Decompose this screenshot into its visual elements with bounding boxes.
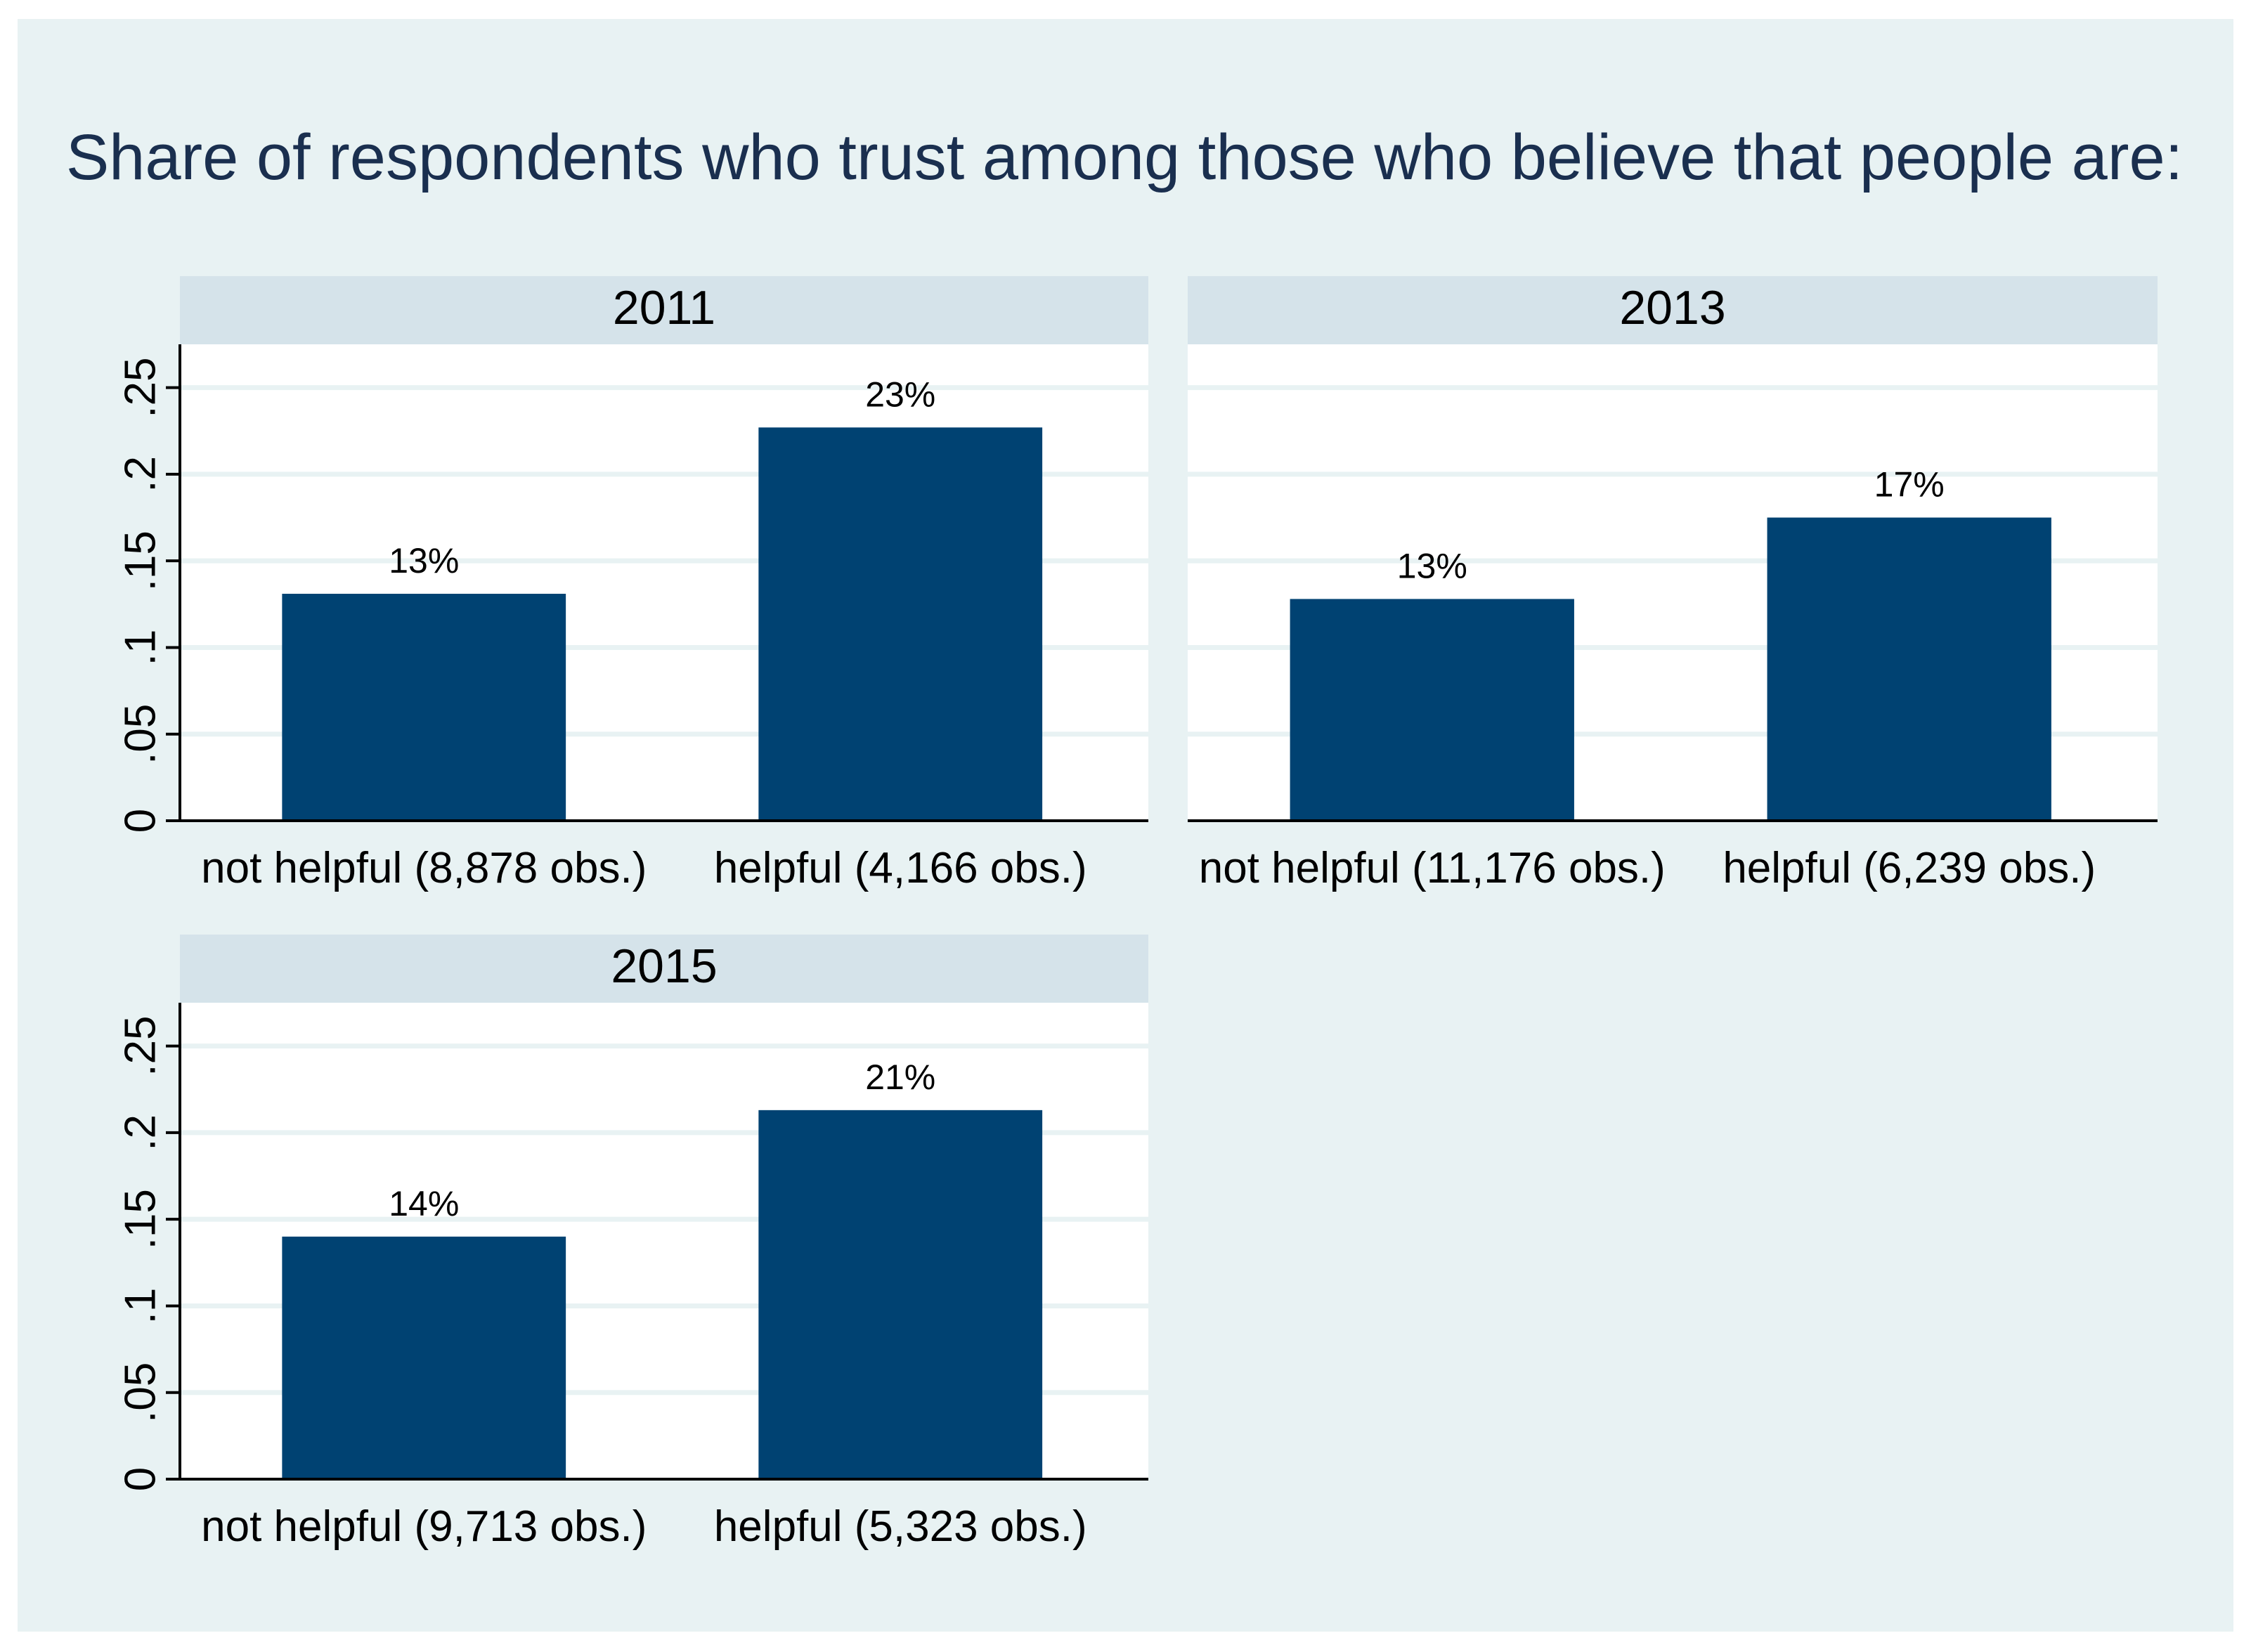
y-tick-label: .25	[116, 1016, 164, 1077]
bar-2011-helpful	[758, 427, 1043, 821]
data-label: 13%	[389, 541, 459, 580]
y-tick-label: .25	[116, 358, 164, 418]
x-tick-label: helpful (4,166 obs.)	[714, 844, 1087, 892]
panel-2013: 2013 13% not helpful (11,176 obs.) 17% helpf…	[1188, 276, 2158, 892]
y-tick-label: .1	[116, 630, 164, 666]
panel-strip	[180, 276, 1148, 344]
panel-title: 2013	[1619, 281, 1725, 334]
panel-title: 2011	[613, 281, 715, 334]
data-label: 14%	[389, 1184, 459, 1223]
bar-2013-not-helpful	[1290, 599, 1574, 821]
bar-2013-helpful	[1767, 517, 2051, 821]
data-label: 23%	[865, 375, 935, 414]
y-tick-label: .05	[116, 704, 164, 765]
y-tick-label: .15	[116, 531, 164, 591]
y-tick-label: .15	[116, 1189, 164, 1249]
panel-2011: 2011 13% not helpful (8,878 obs.) 23% helpfu…	[116, 276, 1148, 892]
bar-2015-not-helpful	[282, 1236, 566, 1479]
chart-title: Share of respondents who trust among tho…	[66, 122, 2183, 193]
bar-2015-helpful	[758, 1110, 1043, 1479]
panel-strip	[180, 935, 1148, 1003]
y-tick-label: .2	[116, 456, 164, 493]
x-tick-label: not helpful (9,713 obs.)	[201, 1502, 647, 1551]
y-tick-label: 0	[116, 1467, 164, 1491]
y-tick-label: .05	[116, 1362, 164, 1423]
x-tick-label: helpful (5,323 obs.)	[714, 1502, 1087, 1551]
y-tick-label: 0	[116, 809, 164, 833]
bar-2011-not-helpful	[282, 594, 566, 821]
panel-2015: 2015 14% not helpful (9,713 obs.) 21% helpfu…	[116, 935, 1148, 1551]
data-label: 17%	[1874, 465, 1945, 505]
y-tick-label: .1	[116, 1288, 164, 1325]
data-label: 21%	[865, 1058, 935, 1097]
y-tick-label: .2	[116, 1114, 164, 1151]
x-tick-label: not helpful (8,878 obs.)	[201, 844, 647, 892]
panel-strip	[1188, 276, 2158, 344]
panel-title: 2015	[611, 939, 717, 993]
panels: 2011 13% not helpful (8,878 obs.) 23% helpfu…	[116, 276, 2158, 1551]
x-tick-label: not helpful (11,176 obs.)	[1199, 844, 1666, 892]
data-label: 13%	[1397, 546, 1467, 585]
x-tick-label: helpful (6,239 obs.)	[1723, 844, 2096, 892]
